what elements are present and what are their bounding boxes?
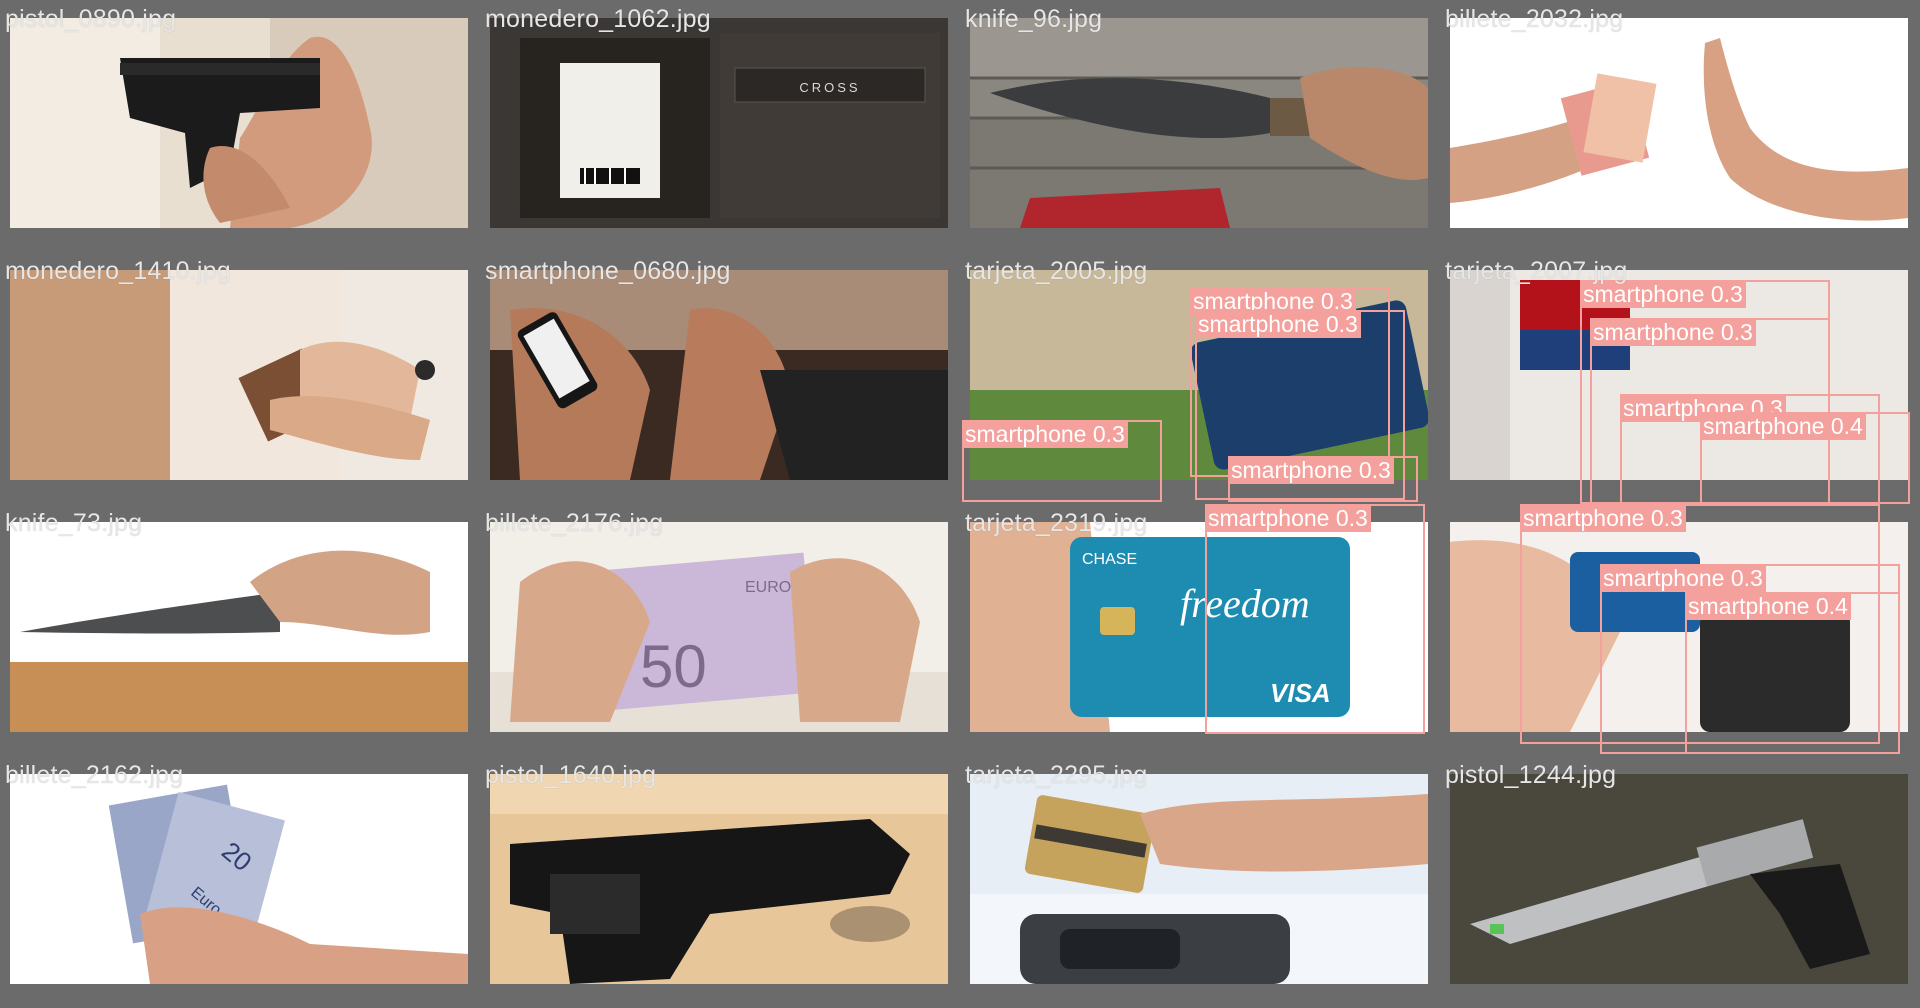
banknote-photo: [1450, 18, 1908, 228]
detection-box: smartphone 0.4: [1700, 412, 1910, 504]
detection-label: smartphone 0.3: [1520, 504, 1686, 532]
banknote-currency-text: EURO: [745, 579, 791, 596]
image-filename: knife_96.jpg: [965, 5, 1103, 33]
detection-label: smartphone 0.3: [962, 420, 1128, 448]
knife-photo: [10, 522, 468, 732]
wallet-photo: CROSS: [490, 18, 948, 228]
image-filename: pistol_1640.jpg: [485, 761, 657, 789]
pistol-photo: [10, 18, 468, 228]
image-filename: tarjeta_2319.jpg: [965, 509, 1148, 537]
image-tile: knife_96.jpg: [960, 0, 1440, 252]
detection-label: smartphone 0.3: [1205, 504, 1371, 532]
detection-box: smartphone 0.3: [962, 420, 1162, 502]
detection-box: smartphone 0.3: [1205, 504, 1425, 734]
image-filename: tarjeta_2295.jpg: [965, 761, 1148, 789]
banknote-value-text: 50: [640, 633, 707, 700]
detection-label: smartphone 0.4: [1685, 592, 1851, 620]
detection-label: smartphone 0.3: [1590, 318, 1756, 346]
card-network-text: VISA: [1270, 678, 1331, 708]
image-tile: monedero_1410.jpg: [0, 252, 480, 504]
detection-label: smartphone 0.3: [1228, 456, 1394, 484]
image-tile: tarjeta_2005.jpg smartphone 0.3 smartpho…: [960, 252, 1440, 504]
smartphone-photo: [490, 270, 948, 480]
image-tile: billete_2032.jpg: [1440, 0, 1920, 252]
banknote-photo: 20 Euro: [10, 774, 468, 984]
image-filename: billete_2176.jpg: [485, 509, 664, 537]
pistol-photo: [1450, 774, 1908, 984]
card-payment-photo: [970, 774, 1428, 984]
image-tile: pistol_0890.jpg: [0, 0, 480, 252]
image-filename: monedero_1062.jpg: [485, 5, 711, 33]
image-filename: tarjeta_2005.jpg: [965, 257, 1148, 285]
detection-label: smartphone 0.3: [1580, 280, 1746, 308]
image-filename: pistol_1244.jpg: [1445, 761, 1617, 789]
image-filename: billete_2032.jpg: [1445, 5, 1624, 33]
card-name-text: freedom: [1180, 581, 1310, 626]
pistol-photo: [490, 774, 948, 984]
image-tile: CROSS monedero_1062.jpg: [480, 0, 960, 252]
image-tile: knife_73.jpg: [0, 504, 480, 756]
image-tile: CHASE freedom VISA tarjeta_2319.jpg smar…: [960, 504, 1440, 756]
detection-box: smartphone 0.3: [1195, 310, 1405, 500]
image-tile: 50 EURO billete_2176.jpg: [480, 504, 960, 756]
image-tile: tarjeta_2007.jpg smartphone 0.3 smartpho…: [1440, 252, 1920, 504]
knife-photo: [970, 18, 1428, 228]
card-brand-text: CHASE: [1082, 551, 1137, 568]
detection-label: smartphone 0.3: [1195, 310, 1361, 338]
banknote-photo: 50 EURO: [490, 522, 948, 732]
detection-label: smartphone 0.3: [1600, 564, 1766, 592]
image-filename: tarjeta_2007.jpg: [1445, 257, 1628, 285]
image-filename: smartphone_0680.jpg: [485, 257, 731, 285]
image-filename: pistol_0890.jpg: [5, 5, 177, 33]
image-tile: pistol_1244.jpg: [1440, 756, 1920, 1008]
detection-box: smartphone 0.3: [1228, 456, 1418, 502]
wallet-brand-text: CROSS: [799, 80, 860, 95]
image-tile: 20 Euro billete_2162.jpg: [0, 756, 480, 1008]
image-tile: tarjeta_2295.jpg: [960, 756, 1440, 1008]
card-terminal-photo: [1450, 522, 1908, 732]
image-tile: pistol_1640.jpg: [480, 756, 960, 1008]
image-filename: knife_73.jpg: [5, 509, 143, 537]
detection-box: smartphone 0.4: [1685, 592, 1900, 754]
wallet-photo: [10, 270, 468, 480]
credit-card-photo: CHASE freedom VISA: [970, 522, 1428, 732]
image-tile: smartphone_0680.jpg: [480, 252, 960, 504]
image-tile: smartphone 0.3 smartphone 0.3 smartphone…: [1440, 504, 1920, 756]
image-filename: monedero_1410.jpg: [5, 257, 231, 285]
detection-label: smartphone 0.4: [1700, 412, 1866, 440]
detection-box: smartphone 0.3: [1520, 504, 1880, 744]
detection-box: smartphone 0.3: [1620, 394, 1880, 504]
image-filename: billete_2162.jpg: [5, 761, 184, 789]
